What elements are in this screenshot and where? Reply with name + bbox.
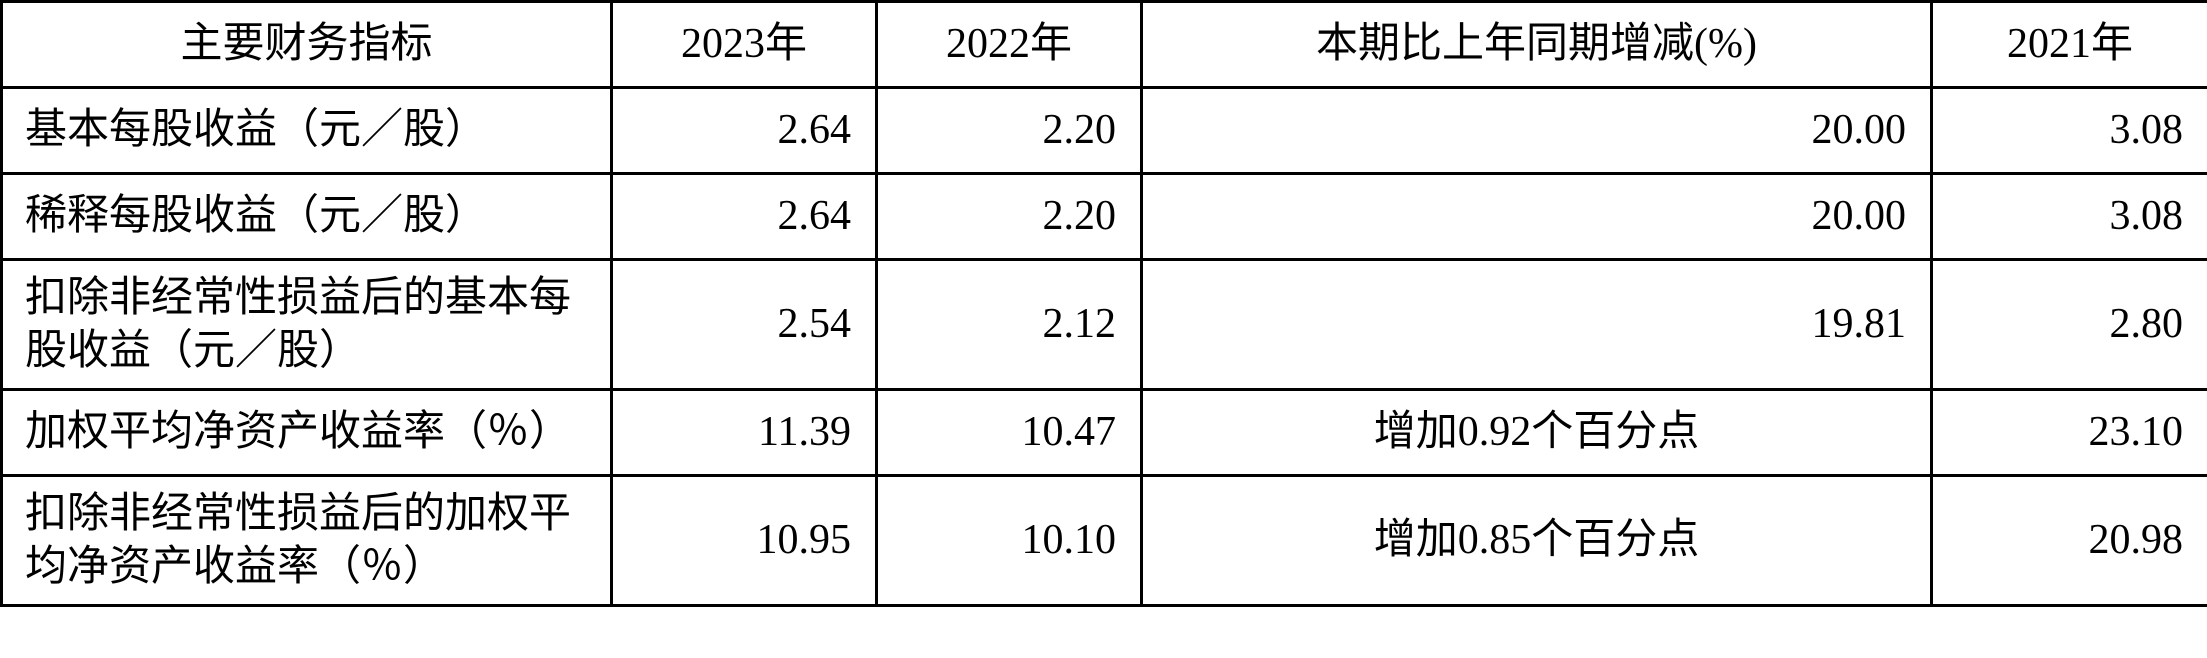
- cell-year-2023-value: 10.95: [612, 476, 877, 606]
- cell-metric-label: 扣除非经常性损益后的基本每股收益（元／股）: [2, 260, 612, 390]
- cell-change-value: 19.81: [1142, 260, 1932, 390]
- cell-change-value: 增加0.85个百分点: [1142, 476, 1932, 606]
- cell-change-value: 20.00: [1142, 88, 1932, 174]
- table-row: 基本每股收益（元／股） 2.64 2.20 20.00 3.08: [2, 88, 2207, 174]
- table-row: 扣除非经常性损益后的加权平均净资产收益率（％） 10.95 10.10 增加0.…: [2, 476, 2207, 606]
- cell-year-2022-value: 2.12: [877, 260, 1142, 390]
- header-metric: 主要财务指标: [2, 2, 612, 88]
- cell-change-value: 20.00: [1142, 174, 1932, 260]
- financial-table-container: 主要财务指标 2023年 2022年 本期比上年同期增减(%) 2021年 基本…: [0, 0, 2207, 607]
- header-year-2022: 2022年: [877, 2, 1142, 88]
- header-change: 本期比上年同期增减(%): [1142, 2, 1932, 88]
- cell-metric-label: 加权平均净资产收益率（％）: [2, 390, 612, 476]
- table-body: 基本每股收益（元／股） 2.64 2.20 20.00 3.08 稀释每股收益（…: [2, 88, 2207, 606]
- cell-year-2021-value: 20.98: [1932, 476, 2207, 606]
- table-header-row: 主要财务指标 2023年 2022年 本期比上年同期增减(%) 2021年: [2, 2, 2207, 88]
- cell-year-2023-value: 2.54: [612, 260, 877, 390]
- header-year-2023: 2023年: [612, 2, 877, 88]
- cell-year-2021-value: 3.08: [1932, 174, 2207, 260]
- cell-year-2021-value: 3.08: [1932, 88, 2207, 174]
- cell-metric-label: 扣除非经常性损益后的加权平均净资产收益率（％）: [2, 476, 612, 606]
- cell-year-2022-value: 10.10: [877, 476, 1142, 606]
- cell-year-2021-value: 2.80: [1932, 260, 2207, 390]
- cell-metric-label: 稀释每股收益（元／股）: [2, 174, 612, 260]
- cell-metric-label: 基本每股收益（元／股）: [2, 88, 612, 174]
- cell-year-2023-value: 2.64: [612, 174, 877, 260]
- cell-year-2021-value: 23.10: [1932, 390, 2207, 476]
- table-row: 稀释每股收益（元／股） 2.64 2.20 20.00 3.08: [2, 174, 2207, 260]
- cell-year-2023-value: 11.39: [612, 390, 877, 476]
- cell-year-2022-value: 2.20: [877, 174, 1142, 260]
- table-row: 加权平均净资产收益率（％） 11.39 10.47 增加0.92个百分点 23.…: [2, 390, 2207, 476]
- cell-year-2022-value: 2.20: [877, 88, 1142, 174]
- cell-year-2022-value: 10.47: [877, 390, 1142, 476]
- table-row: 扣除非经常性损益后的基本每股收益（元／股） 2.54 2.12 19.81 2.…: [2, 260, 2207, 390]
- financial-metrics-table: 主要财务指标 2023年 2022年 本期比上年同期增减(%) 2021年 基本…: [0, 0, 2207, 607]
- header-year-2021: 2021年: [1932, 2, 2207, 88]
- cell-year-2023-value: 2.64: [612, 88, 877, 174]
- cell-change-value: 增加0.92个百分点: [1142, 390, 1932, 476]
